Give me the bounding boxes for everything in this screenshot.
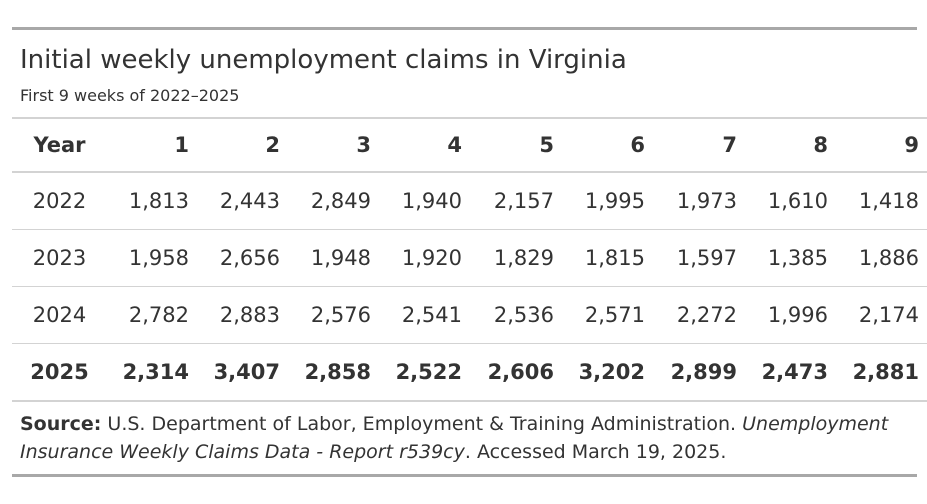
table-cell: 2,522 (379, 343, 470, 402)
table-cell: 1,940 (401, 189, 462, 213)
table-cell: 2,576 (288, 286, 379, 344)
table-cell: 2,849 (310, 189, 371, 213)
table-cell: 2,272 (653, 286, 745, 344)
table-cell: 2,881 (836, 343, 927, 402)
row-year-cell: 2022 (32, 189, 87, 213)
table-cell: 2,899 (653, 343, 745, 402)
table-cell: 1,815 (562, 229, 653, 287)
table-cell: 1,385 (745, 229, 836, 287)
table-cell: 2,858 (288, 343, 379, 402)
header-week-7: 7 (722, 133, 737, 157)
table-cell: 1,829 (470, 229, 562, 287)
header-week-2: 2 (265, 133, 280, 157)
table-cell: 2,606 (470, 343, 562, 402)
source-accessed: . Accessed March 19, 2025. (464, 441, 727, 463)
header-week-8: 8 (813, 133, 828, 157)
source-report-title: Unemployment Insurance Weekly Claims Dat… (20, 413, 889, 463)
table-cell: 2,473 (745, 343, 836, 402)
table-row-highlight: 2025 2,314 3,407 2,858 2,522 2,606 3,202… (12, 343, 927, 402)
table-row: 2023 1,958 2,656 1,948 1,920 1,829 1,815… (12, 229, 927, 287)
table-cell: 2,174 (836, 286, 927, 344)
table-cell: 2,656 (197, 229, 288, 287)
table-cell: 2,782 (107, 286, 197, 344)
table-cell: 1,995 (584, 189, 645, 213)
table-cell: 1,610 (767, 189, 828, 213)
table-row: 2024 2,782 2,883 2,576 2,541 2,536 2,571… (12, 286, 927, 344)
table-cell: 1,813 (128, 189, 189, 213)
source-label: Source: (20, 413, 102, 435)
table-cell: 3,407 (197, 343, 288, 402)
table-cell: 2,571 (562, 286, 653, 344)
table-cell: 2,541 (379, 286, 470, 344)
header-year: Year (33, 133, 86, 157)
top-rule (12, 27, 917, 30)
bottom-rule (12, 474, 917, 477)
row-year-cell: 2025 (12, 343, 107, 402)
table-card: Initial weekly unemployment claims in Vi… (12, 27, 927, 477)
table-cell: 1,418 (858, 189, 919, 213)
table-cell: 3,202 (562, 343, 653, 402)
table-cell: 1,886 (836, 229, 927, 287)
table-cell: 1,996 (745, 286, 836, 344)
table-cell: 2,536 (470, 286, 562, 344)
table-cell: 2,314 (107, 343, 197, 402)
header-row: Year 1 2 3 4 5 6 7 8 9 (12, 118, 927, 172)
table-subtitle: First 9 weeks of 2022–2025 (20, 86, 240, 105)
table-title: Initial weekly unemployment claims in Vi… (20, 45, 627, 75)
source-text: U.S. Department of Labor, Employment & T… (101, 413, 743, 435)
header-week-4: 4 (447, 133, 462, 157)
header-week-5: 5 (539, 133, 554, 157)
table-cell: 1,958 (107, 229, 197, 287)
table-cell: 2,443 (219, 189, 280, 213)
table-cell: 1,973 (676, 189, 737, 213)
header-week-9: 9 (904, 133, 919, 157)
table-cell: 1,920 (379, 229, 470, 287)
table-cell: 2,157 (493, 189, 554, 213)
table-cell: 1,948 (288, 229, 379, 287)
claims-table: Year 1 2 3 4 5 6 7 8 9 2022 1,813 2,443 … (12, 117, 927, 402)
header-week-1: 1 (174, 133, 189, 157)
row-year-cell: 2024 (12, 286, 107, 344)
header-week-3: 3 (356, 133, 371, 157)
table-cell: 1,597 (653, 229, 745, 287)
table-cell: 2,883 (197, 286, 288, 344)
table-row: 2022 1,813 2,443 2,849 1,940 2,157 1,995… (12, 172, 927, 230)
header-week-6: 6 (630, 133, 645, 157)
source-note: Source: U.S. Department of Labor, Employ… (12, 402, 917, 466)
row-year-cell: 2023 (12, 229, 107, 287)
